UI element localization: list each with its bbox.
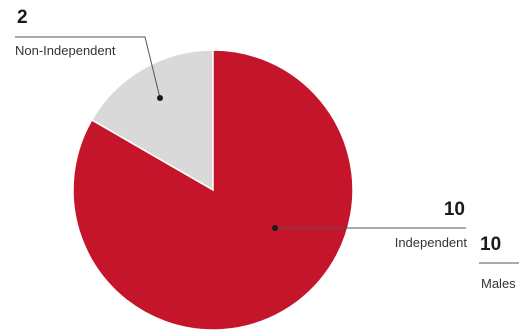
independent-name-label: Independent	[395, 235, 468, 250]
pie-slice-non-independent	[90, 49, 214, 192]
independent-value-label: 10	[444, 199, 465, 220]
males-value-label: 10	[480, 234, 501, 255]
independent-leader-dot	[272, 225, 278, 231]
pie-slice-independent	[72, 49, 354, 331]
males-name-label: Males	[481, 276, 516, 291]
non-independent-name-label: Non-Independent	[15, 43, 116, 58]
pie-slices	[72, 49, 354, 331]
non-independent-leader-line	[15, 36, 161, 99]
non-independent-value-label: 2	[17, 7, 28, 28]
non-independent-leader-dot	[157, 95, 163, 101]
